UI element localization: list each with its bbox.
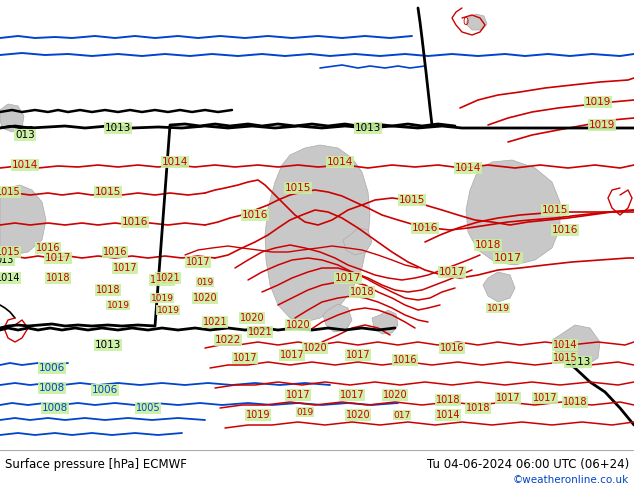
Text: 1017: 1017 — [439, 267, 465, 277]
Text: 1013: 1013 — [565, 357, 591, 367]
Text: 1013: 1013 — [355, 123, 381, 133]
Text: 1021: 1021 — [203, 317, 228, 327]
Text: 1016: 1016 — [552, 225, 578, 235]
Text: 1018: 1018 — [350, 287, 374, 297]
Text: 1018: 1018 — [466, 403, 490, 413]
Polygon shape — [483, 272, 515, 302]
Text: 1014: 1014 — [455, 163, 481, 173]
Text: 1019: 1019 — [150, 294, 174, 302]
Text: 1008: 1008 — [39, 383, 65, 393]
Text: 1017: 1017 — [340, 390, 365, 400]
Text: 1017: 1017 — [494, 253, 522, 263]
Text: 1017: 1017 — [286, 390, 310, 400]
Text: 1006: 1006 — [92, 385, 118, 395]
Text: 1014: 1014 — [12, 160, 38, 170]
Text: 1019: 1019 — [585, 97, 611, 107]
Text: 1014: 1014 — [436, 410, 460, 420]
Text: 1016: 1016 — [103, 247, 127, 257]
Text: 1018: 1018 — [475, 240, 501, 250]
Text: 1021: 1021 — [248, 327, 273, 337]
Text: 1017: 1017 — [346, 350, 370, 360]
Text: Tu 04-06-2024 06:00 UTC (06+24): Tu 04-06-2024 06:00 UTC (06+24) — [427, 458, 629, 470]
Text: 1017: 1017 — [280, 350, 304, 360]
Polygon shape — [0, 185, 46, 255]
Text: 1017: 1017 — [45, 253, 71, 263]
Text: 1016: 1016 — [242, 210, 268, 220]
Text: 1014: 1014 — [327, 157, 353, 167]
Text: 019: 019 — [296, 408, 314, 416]
Text: 1018: 1018 — [563, 397, 587, 407]
Text: 1015: 1015 — [0, 247, 20, 257]
Text: 1016: 1016 — [392, 355, 417, 365]
Text: 1017: 1017 — [533, 393, 557, 403]
Text: 1016: 1016 — [122, 217, 148, 227]
Text: 1020: 1020 — [286, 320, 310, 330]
Text: 1013: 1013 — [105, 123, 131, 133]
Text: 1008: 1008 — [42, 403, 68, 413]
Polygon shape — [323, 304, 352, 332]
Polygon shape — [265, 145, 370, 322]
Text: 1019: 1019 — [589, 120, 615, 130]
Text: 1020: 1020 — [383, 390, 407, 400]
Text: 1017: 1017 — [335, 273, 361, 283]
Text: 1018: 1018 — [46, 273, 70, 283]
Text: 1017: 1017 — [233, 353, 257, 363]
Text: 1020: 1020 — [302, 343, 327, 353]
Text: 013: 013 — [0, 255, 14, 265]
Text: 1019: 1019 — [157, 305, 179, 315]
Text: 019: 019 — [197, 277, 214, 287]
Text: 1005: 1005 — [136, 403, 160, 413]
Text: 1019: 1019 — [107, 300, 129, 310]
Text: 1015: 1015 — [95, 187, 121, 197]
Text: 1016: 1016 — [36, 243, 60, 253]
Text: 1015: 1015 — [285, 183, 311, 193]
Text: 1021: 1021 — [156, 273, 180, 283]
Text: 1014: 1014 — [553, 340, 577, 350]
Text: 1019: 1019 — [246, 410, 270, 420]
Text: 1014: 1014 — [162, 157, 188, 167]
Polygon shape — [0, 104, 24, 132]
Text: 1020: 1020 — [240, 313, 264, 323]
Text: Surface pressure [hPa] ECMWF: Surface pressure [hPa] ECMWF — [5, 458, 187, 470]
Text: 1015: 1015 — [0, 187, 20, 197]
Text: 017: 017 — [393, 411, 411, 419]
Text: 013: 013 — [15, 130, 35, 140]
Text: 1020: 1020 — [346, 410, 370, 420]
Text: 0: 0 — [462, 17, 468, 27]
Text: 1020: 1020 — [193, 293, 217, 303]
Polygon shape — [372, 310, 398, 334]
Text: 1016: 1016 — [412, 223, 438, 233]
Polygon shape — [466, 160, 560, 265]
Text: 1016: 1016 — [440, 343, 464, 353]
Text: 1014: 1014 — [0, 273, 20, 283]
Text: ©weatheronline.co.uk: ©weatheronline.co.uk — [513, 475, 629, 485]
Text: 1017: 1017 — [113, 263, 138, 273]
Text: 1015: 1015 — [542, 205, 568, 215]
Polygon shape — [466, 14, 487, 30]
Text: 1022: 1022 — [215, 335, 241, 345]
Polygon shape — [552, 325, 600, 368]
Text: 1015: 1015 — [399, 195, 425, 205]
Text: 1017: 1017 — [186, 257, 210, 267]
Polygon shape — [343, 228, 372, 255]
Text: 1006: 1006 — [39, 363, 65, 373]
Text: 1018: 1018 — [436, 395, 460, 405]
Text: 1018: 1018 — [96, 285, 120, 295]
Text: 1015: 1015 — [553, 353, 578, 363]
Text: 1013: 1013 — [95, 340, 121, 350]
Text: 1019: 1019 — [486, 303, 510, 313]
Text: 1017: 1017 — [496, 393, 521, 403]
Text: 1018: 1018 — [150, 275, 174, 285]
